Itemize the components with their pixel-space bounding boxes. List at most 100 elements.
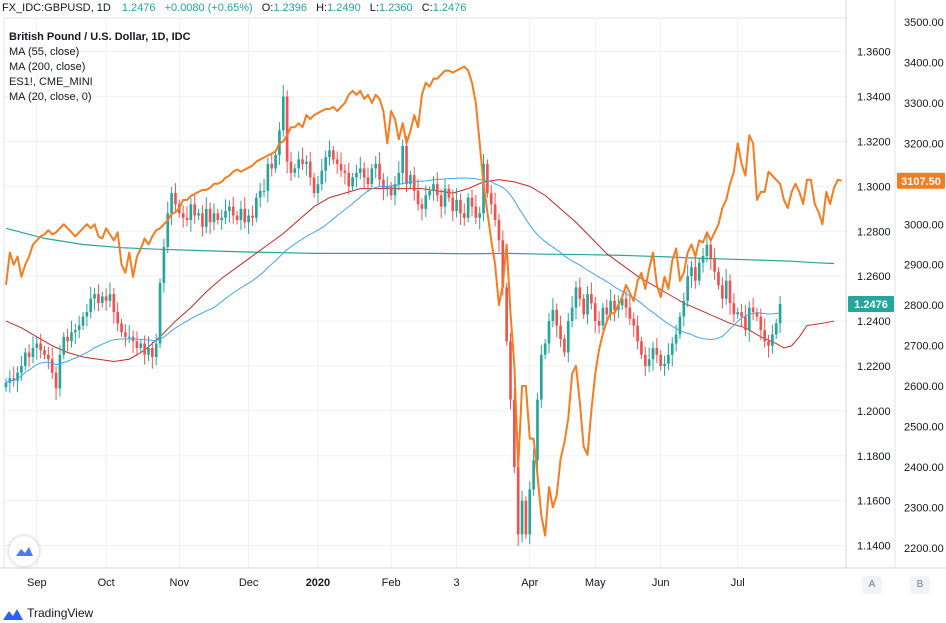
candle-body	[374, 163, 378, 169]
es-layer	[5, 65, 842, 537]
x-tick: Jun	[652, 577, 670, 589]
candle-body	[447, 188, 451, 198]
close-label: C:	[421, 2, 433, 14]
candle-body	[201, 213, 204, 227]
candle-body	[717, 271, 720, 286]
candle-body	[185, 217, 189, 221]
candle-body	[462, 213, 466, 218]
es-last-tag	[897, 172, 945, 189]
candle-body	[401, 145, 405, 173]
y-right-tick: 2300.00	[904, 502, 944, 514]
cloud-chart-icon	[16, 547, 33, 556]
candle-body	[335, 159, 339, 164]
last-price: 1.2476	[121, 2, 156, 14]
candle-body	[601, 307, 605, 326]
candle-body	[559, 325, 562, 340]
candle-body	[127, 336, 131, 338]
legend-ma200[interactable]: MA (200, close)	[9, 61, 86, 73]
candle-body	[701, 255, 705, 263]
candle-body	[301, 159, 304, 164]
candle-body	[720, 285, 724, 299]
candle-body	[266, 163, 270, 191]
brand-name: TradingView	[27, 606, 94, 620]
legend-ma55[interactable]: MA (55, close)	[9, 46, 80, 58]
candle-body	[170, 193, 173, 214]
candle-body	[574, 287, 578, 308]
y-right-tick: 3300.00	[904, 98, 944, 110]
candle-body	[667, 354, 670, 364]
tradingview-logo-icon	[3, 608, 23, 620]
x-tick: May	[585, 577, 606, 589]
candle-body	[563, 339, 566, 353]
legend-es[interactable]: ES1!, CME_MINI	[9, 76, 93, 88]
candle-body	[489, 193, 493, 205]
candle-body	[151, 348, 154, 357]
candle-body	[586, 294, 589, 315]
candle-body	[247, 215, 250, 223]
candle-body	[455, 199, 458, 212]
candle-body	[193, 204, 197, 216]
candle-body	[39, 343, 42, 351]
low-label: L:	[369, 2, 379, 14]
candle-body	[66, 336, 69, 342]
ma20-line	[5, 227, 835, 265]
tradingview-bubble[interactable]	[9, 536, 39, 566]
candle-body	[655, 348, 659, 355]
candle-body	[613, 300, 616, 310]
candle-body	[370, 168, 374, 185]
candle-body	[582, 298, 586, 315]
candle-body	[143, 343, 146, 355]
candle-body	[73, 330, 77, 333]
candle-body	[509, 341, 512, 400]
candle-body	[767, 341, 770, 346]
y-right-tick: 2900.00	[904, 260, 944, 272]
es-last-tag-text: 3107.50	[901, 176, 941, 188]
candle-body	[663, 363, 666, 366]
axis-button-b[interactable]: B	[910, 576, 930, 594]
x-tick: Feb	[382, 577, 401, 589]
y-left-tick: 1.2200	[857, 361, 891, 373]
legend-title[interactable]: British Pound / U.S. Dollar, 1D, IDC	[9, 31, 191, 43]
candle-body	[570, 307, 574, 322]
x-tick: Nov	[170, 577, 190, 589]
candle-body	[705, 244, 709, 256]
x-tick: 3	[454, 577, 460, 589]
candle-body	[409, 175, 412, 185]
y-right-tick: 3400.00	[904, 57, 944, 69]
candle-body	[728, 280, 732, 304]
candle-body	[724, 280, 728, 299]
candle-body	[224, 211, 227, 218]
candle-body	[158, 282, 162, 344]
candle-body	[228, 206, 231, 212]
candle-body	[328, 150, 331, 158]
axis-button-a[interactable]: A	[862, 576, 882, 594]
candle-body	[709, 244, 713, 259]
candle-body	[378, 163, 381, 180]
candle-body	[43, 350, 46, 355]
candle-body	[23, 352, 27, 366]
tradingview-brand[interactable]: TradingView	[2, 604, 93, 622]
candle-body	[524, 500, 528, 535]
candle-body	[332, 150, 335, 160]
candle-body	[590, 294, 593, 304]
x-tick: 2020	[306, 577, 330, 589]
candle-body	[674, 334, 678, 344]
candle-body	[416, 190, 420, 205]
symbol-name[interactable]: FX_IDC:GBPUSD, 1D	[2, 2, 111, 14]
candle-body	[174, 193, 177, 205]
candle-body	[104, 296, 108, 301]
candle-body	[208, 208, 212, 223]
candle-body	[316, 184, 320, 194]
candle-body	[204, 208, 208, 227]
candle-body	[251, 215, 254, 218]
candle-body	[651, 348, 655, 360]
candle-body	[428, 190, 431, 196]
legend-ma20[interactable]: MA (20, close, 0)	[9, 91, 92, 103]
ma20-layer	[5, 227, 835, 265]
candle-body	[81, 316, 85, 326]
candle-body	[497, 220, 501, 241]
candle-body	[382, 179, 385, 189]
axes-layer: 1.3600 1.3400 1.3200 1.3000 1.2800 1.2600 1.24…	[0, 0, 946, 589]
candle-body	[520, 500, 524, 535]
